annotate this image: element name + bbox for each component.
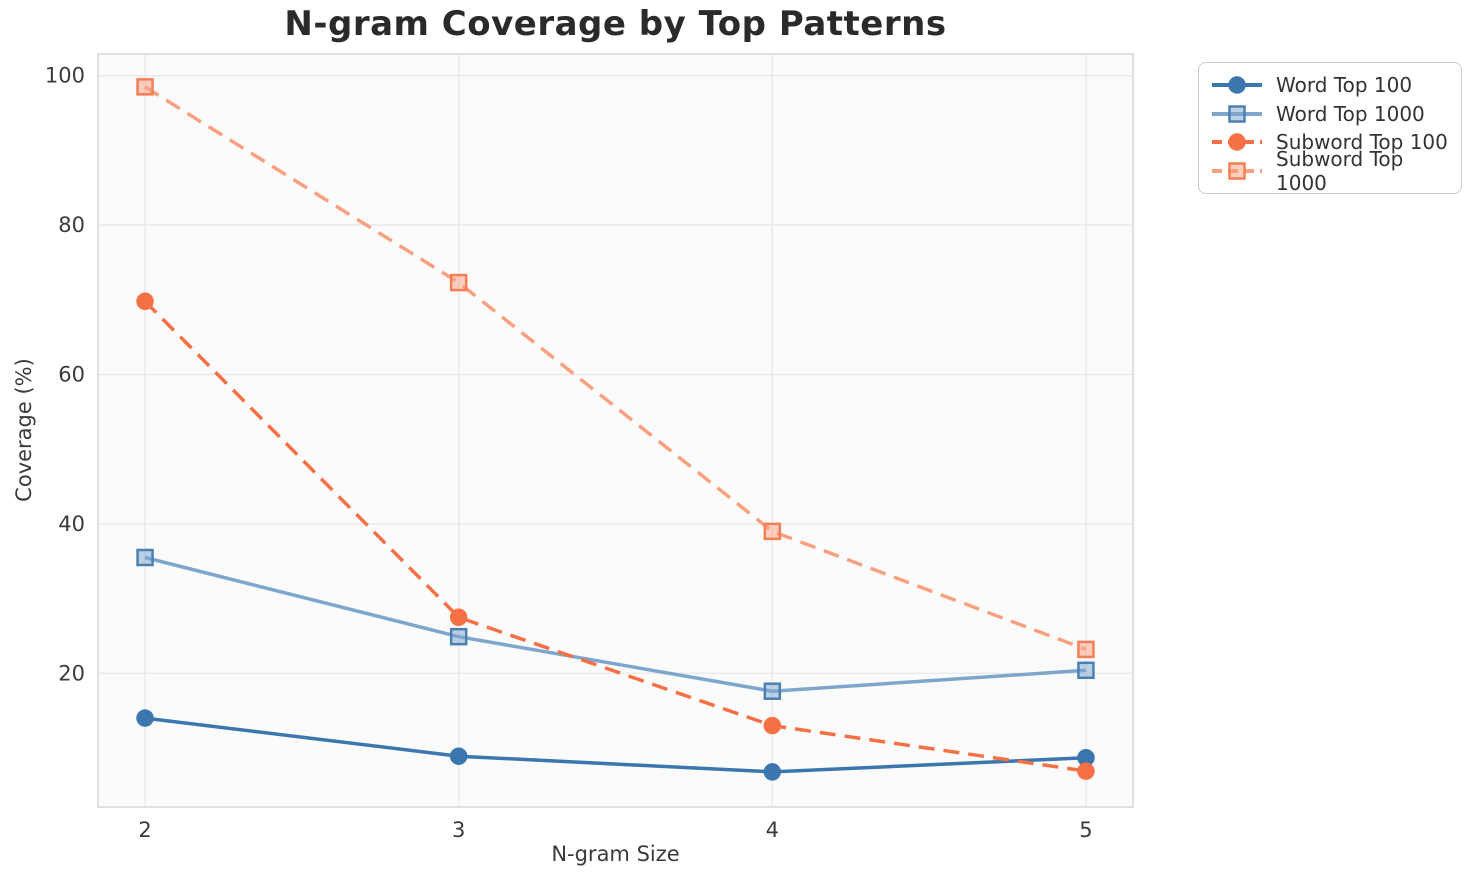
series-line-subword-top-100 [143,300,1087,773]
y-axis-label: Coverage (%) [12,358,36,502]
legend-swatch-subword-top-100 [1212,133,1262,151]
marker-word-top-1000 [136,548,154,567]
marker-subword-top-100 [1077,762,1095,780]
legend-label: Word Top 1000 [1276,101,1425,126]
x-tick-label: 2 [138,818,151,842]
marker-subword-top-1000 [449,273,468,292]
legend-swatch-word-top-100 [1212,76,1262,94]
y-tick-label: 40 [58,512,85,536]
y-tick-label: 60 [58,362,85,386]
y-tick-label: 100 [45,64,85,88]
marker-word-top-100 [1228,76,1246,94]
x-tick-label: 4 [766,818,779,842]
marker-word-top-100 [136,709,154,727]
legend-item-subword-top-100: Subword Top 100 [1211,129,1449,155]
x-tick-label: 3 [452,818,465,842]
series-line-subword-top-1000 [144,85,1087,652]
legend: Word Top 100 Word Top 1000 Subword Top 100… [1198,62,1462,195]
x-axis-label: N-gram Size [551,842,680,866]
marker-subword-top-1000 [1077,640,1095,659]
series-line-word-top-1000 [144,555,1087,693]
series-line-word-top-100 [144,716,1087,774]
marker-subword-top-1000 [1228,162,1246,180]
marker-word-top-1000 [763,682,782,700]
marker-word-top-1000 [1077,661,1095,680]
legend-label: Word Top 100 [1276,73,1413,98]
legend-label: Subword Top 1000 [1276,146,1404,195]
marker-subword-top-100 [1228,133,1246,151]
marker-subword-top-100 [136,292,154,311]
legend-swatch-word-top-1000 [1212,105,1262,123]
marker-subword-top-1000 [136,78,154,96]
axes-frame [97,53,1134,808]
legend-item-word-top-1000: Word Top 1000 [1211,101,1449,127]
marker-word-top-1000 [1228,105,1246,123]
plot-background [98,54,1133,807]
marker-subword-top-1000 [763,522,782,541]
marker-word-top-1000 [449,627,468,646]
legend-swatch-subword-top-1000 [1212,162,1262,180]
legend-item-subword-top-1000: Subword Top 1000 [1211,147,1449,195]
x-tick-label: 5 [1079,818,1092,842]
marker-subword-top-100 [763,716,782,735]
legend-label: Subword Top 100 [1276,130,1448,155]
y-tick-label: 80 [58,213,85,237]
legend-item-word-top-100: Word Top 100 [1211,72,1449,98]
marker-word-top-100 [449,747,468,765]
marker-subword-top-100 [449,608,468,627]
chart-title: N-gram Coverage by Top Patterns [284,4,947,44]
y-tick-label: 20 [58,661,85,685]
marker-word-top-100 [763,763,782,781]
